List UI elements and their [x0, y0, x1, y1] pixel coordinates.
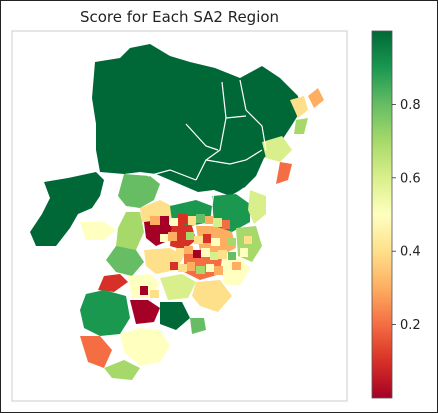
region-y: [120, 328, 170, 366]
region-r: [160, 274, 196, 300]
region-north: [92, 44, 300, 196]
region-e: [248, 190, 266, 224]
region-s: [192, 280, 232, 312]
region-boundaries: [147, 79, 267, 207]
region-a: [118, 174, 160, 208]
region-coast1: [262, 136, 292, 162]
region-o: [222, 258, 250, 286]
colorbar: [371, 30, 393, 399]
region-v: [160, 302, 190, 330]
region-coast2: [276, 162, 292, 184]
region-g: [116, 212, 144, 258]
region-t: [80, 290, 130, 336]
region-coast5: [294, 118, 308, 134]
region-w: [190, 318, 206, 334]
region-l: [106, 246, 144, 276]
region-west: [30, 172, 104, 246]
region-coast3: [290, 96, 308, 118]
sa2-regions: [30, 44, 324, 380]
colorbar-tick-label: 0.6: [400, 171, 421, 186]
colorbar-tick-label: 0.8: [400, 98, 421, 113]
region-u: [130, 300, 160, 324]
region-p: [98, 274, 128, 292]
region-i: [170, 222, 196, 250]
region-f: [80, 222, 116, 240]
region-z: [104, 360, 140, 380]
colorbar-tick-label: 0.4: [400, 245, 421, 260]
region-x: [80, 336, 112, 368]
map-title: Score for Each SA2 Region: [79, 8, 280, 26]
colorbar-tick-label: 0.2: [400, 318, 421, 333]
region-coast4: [308, 88, 324, 108]
colorbar-ticks: 0.2 0.4 0.6 0.8: [392, 98, 421, 333]
urban-mosaic: [140, 214, 252, 298]
